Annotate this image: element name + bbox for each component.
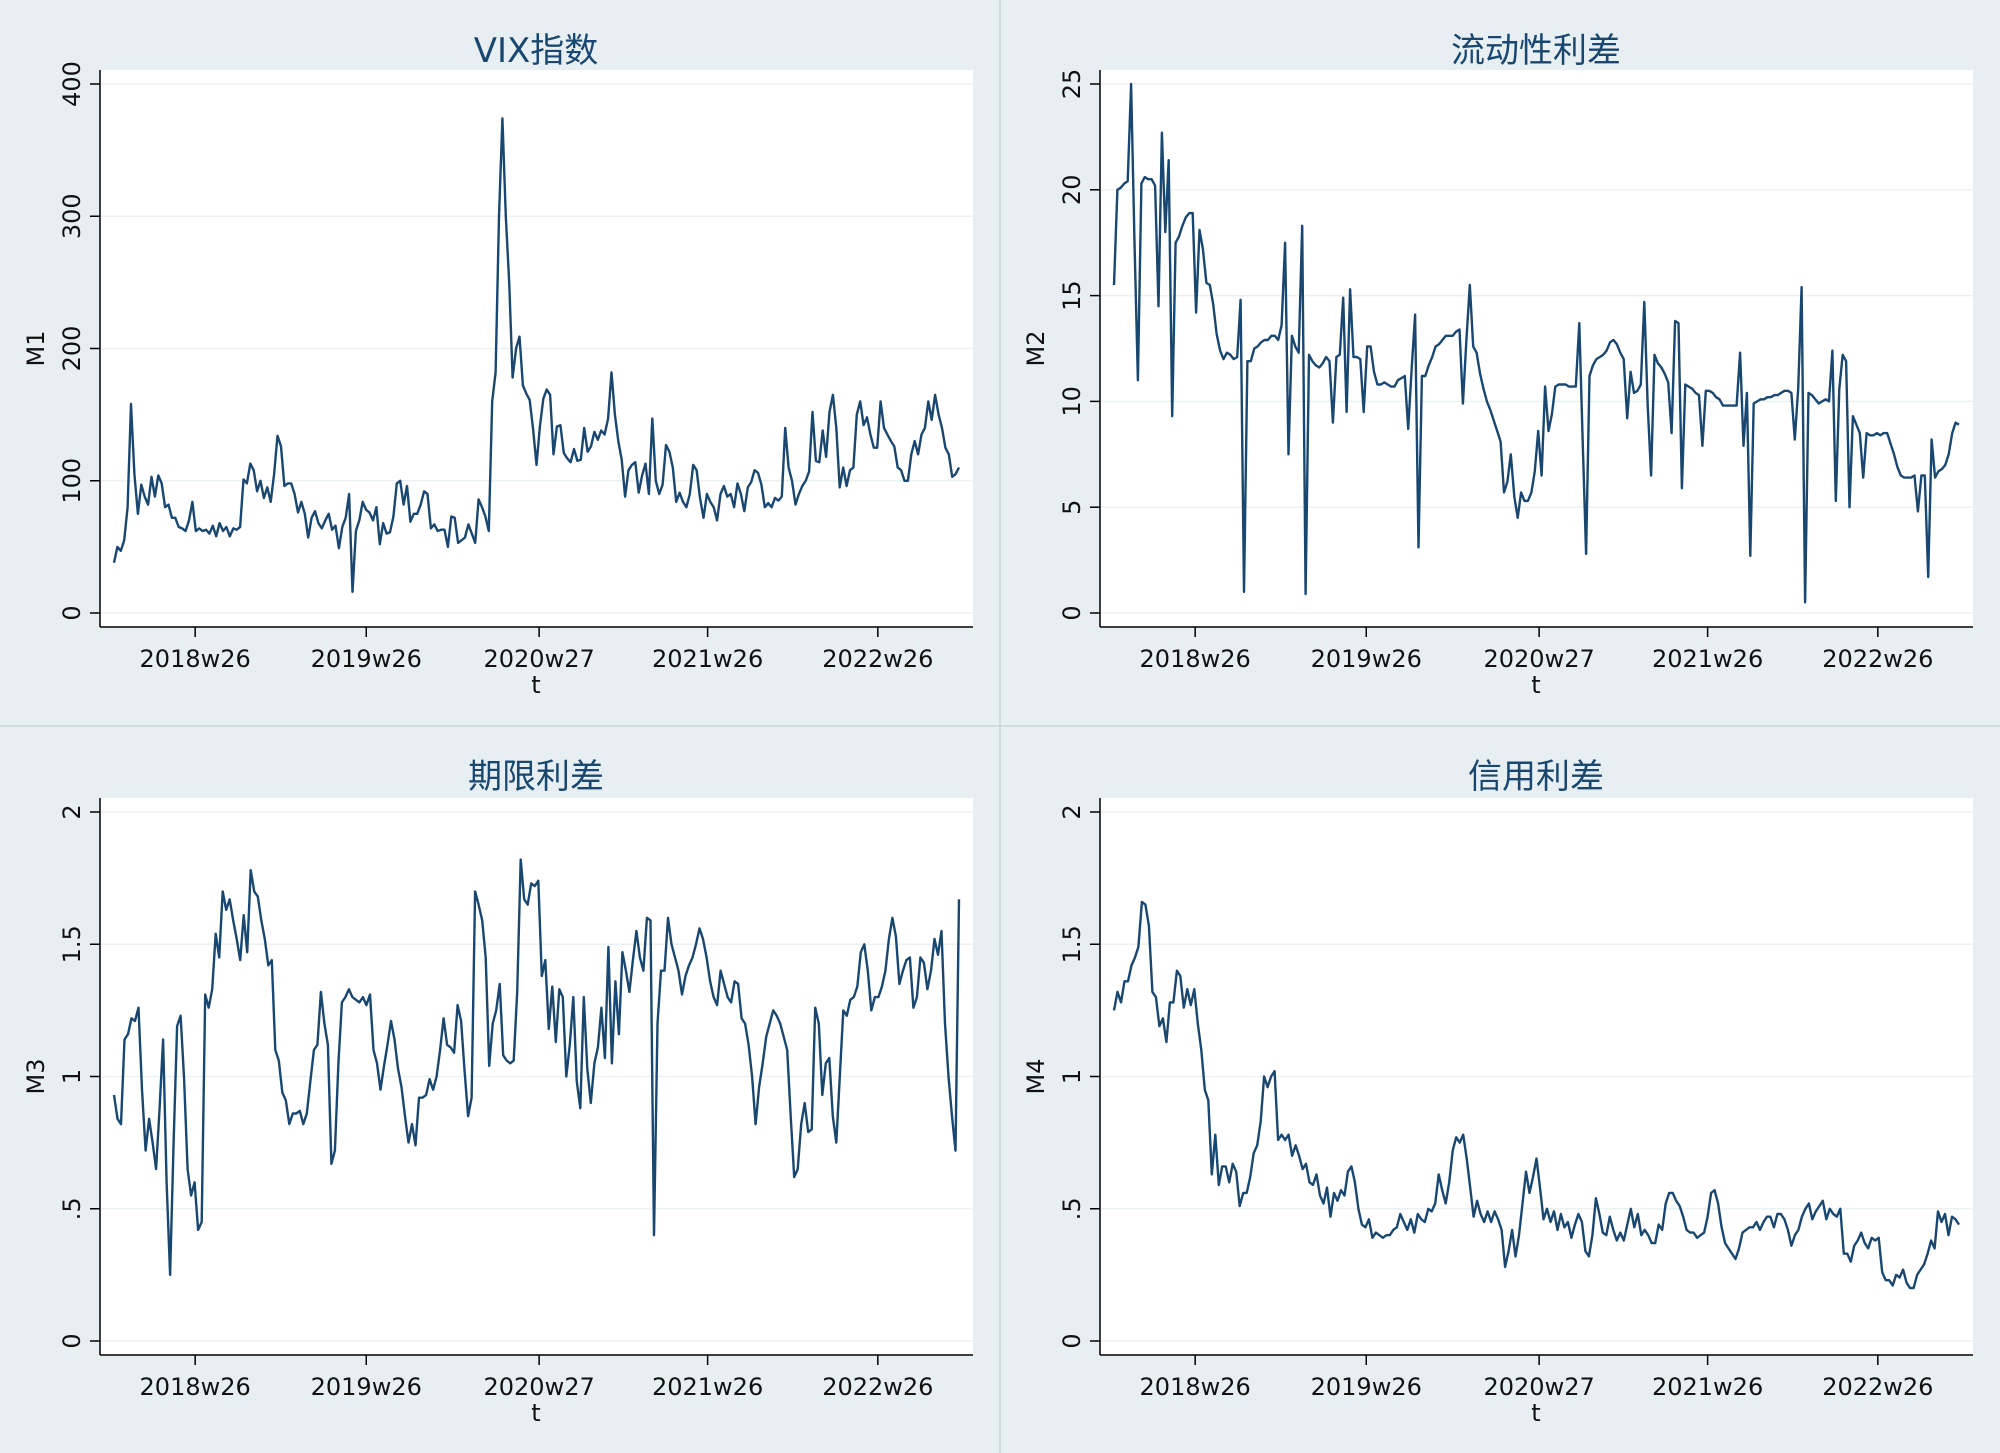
x-axis-label: t (1531, 1399, 1540, 1427)
y-tick-label: 300 (58, 193, 86, 239)
y-axis-label: M1 (22, 331, 50, 367)
x-tick-label: 2018w26 (1140, 645, 1251, 673)
x-tick-label: 2021w26 (652, 645, 763, 673)
series-line-M4 (1112, 900, 1961, 1290)
y-tick-label: 100 (58, 458, 86, 504)
chart-panel-2: 流动性利差 0 5 10 15 20 25 2018w26 2019w26 2020w27 2021… (1022, 31, 1973, 699)
x-tick-label: 2021w26 (652, 1373, 763, 1401)
x-tick-label: 2018w26 (140, 645, 251, 673)
x-tick-label: 2019w26 (1311, 645, 1422, 673)
x-tick-label: 2022w26 (822, 1373, 933, 1401)
x-axis-label: t (531, 1399, 540, 1427)
x-tick-label: 2022w26 (1822, 645, 1933, 673)
x-tick-label: 2021w26 (1652, 1373, 1763, 1401)
x-tick-label: 2022w26 (1822, 1373, 1933, 1401)
y-tick-label: 0 (1058, 1333, 1086, 1348)
y-tick-label: .5 (1058, 1197, 1086, 1220)
x-tick-label: 2020w27 (1483, 1373, 1594, 1401)
chart-title: 信用利差 (1468, 757, 1604, 797)
y-tick-label: 5 (1058, 500, 1086, 515)
plot-area (1100, 70, 1973, 627)
chart-panel-1: VIX指数 0 100 200 300 400 2018w26 2019w26 2020w27 2… (22, 31, 973, 699)
chart-panel-3: 期限利差 0 .5 1 1.5 2 2018w26 2019w26 2020w27 2021w26… (22, 757, 973, 1427)
y-tick-label: 2 (58, 804, 86, 819)
y-tick-label: 1.5 (1058, 925, 1086, 963)
y-tick-label: 0 (1058, 605, 1086, 620)
y-axis-label: M4 (1022, 1059, 1050, 1095)
x-tick-label: 2020w27 (483, 645, 594, 673)
y-tick-label: .5 (58, 1197, 86, 1220)
y-tick-label: 1 (1058, 1069, 1086, 1084)
chart-title: 流动性利差 (1451, 31, 1621, 71)
x-tick-label: 2022w26 (822, 645, 933, 673)
x-axis-label: t (531, 671, 540, 699)
y-tick-label: 200 (58, 326, 86, 372)
y-tick-label: 1 (58, 1069, 86, 1084)
x-tick-label: 2020w27 (483, 1373, 594, 1401)
chart-title: VIX指数 (474, 31, 599, 71)
y-axis-label: M2 (1022, 331, 1050, 367)
x-tick-label: 2018w26 (140, 1373, 251, 1401)
x-tick-label: 2018w26 (1140, 1373, 1251, 1401)
chart-title: 期限利差 (468, 757, 604, 797)
x-tick-label: 2019w26 (311, 1373, 422, 1401)
y-tick-label: 2 (1058, 804, 1086, 819)
y-tick-label: 0 (58, 1333, 86, 1348)
y-tick-label: 25 (1058, 69, 1086, 100)
x-axis-label: t (1531, 671, 1540, 699)
y-axis-label: M3 (22, 1059, 50, 1095)
series-line-M1 (112, 117, 961, 593)
x-tick-label: 2019w26 (311, 645, 422, 673)
y-tick-label: 1.5 (58, 925, 86, 963)
y-tick-label: 0 (58, 605, 86, 620)
y-tick-label: 15 (1058, 280, 1086, 311)
y-tick-label: 10 (1058, 386, 1086, 417)
y-tick-label: 20 (1058, 175, 1086, 206)
series-line-M3 (112, 858, 961, 1277)
series-line-M2 (1112, 82, 1960, 604)
chart-panel-4: 信用利差 0 .5 1 1.5 2 2018w26 2019w26 2020w27 2021w26… (1022, 757, 1973, 1427)
y-tick-label: 400 (58, 61, 86, 107)
x-tick-label: 2020w27 (1483, 645, 1594, 673)
x-tick-label: 2019w26 (1311, 1373, 1422, 1401)
x-tick-label: 2021w26 (1652, 645, 1763, 673)
